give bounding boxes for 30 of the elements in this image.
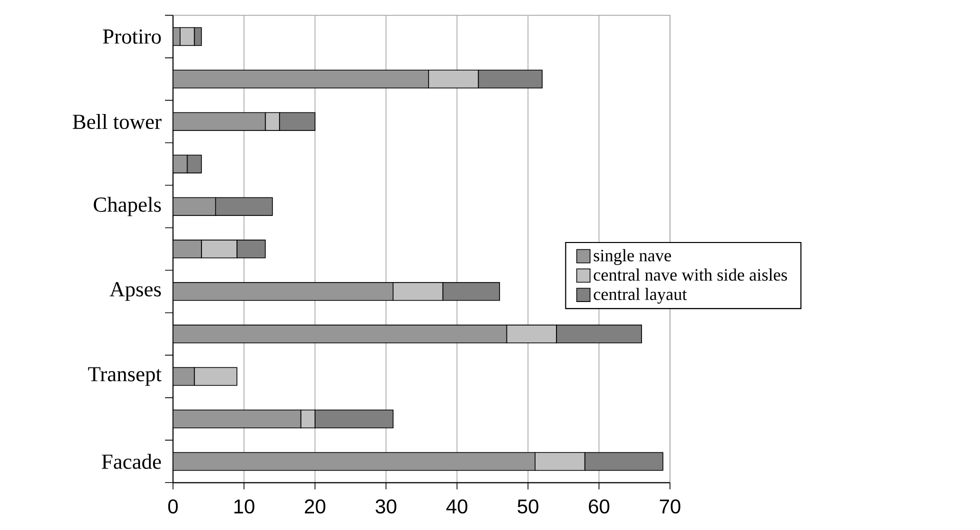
x-tick-label: 20: [304, 499, 326, 514]
x-tick-label: 40: [446, 499, 468, 514]
bar: [194, 367, 238, 386]
bar: [173, 324, 508, 344]
y-tick-label: Chapels: [94, 196, 161, 216]
bar: [173, 410, 302, 428]
y-tick-label: Facade: [102, 454, 161, 469]
bar: [173, 367, 195, 386]
y-tick-label: Bell tower: [72, 114, 162, 130]
bar: [173, 452, 536, 471]
x-tick-label: 60: [588, 499, 610, 514]
y-tick-label: Protiro: [102, 29, 161, 44]
bar: [173, 197, 216, 216]
bar: [173, 70, 429, 88]
y-tick-label: Transept: [88, 367, 162, 386]
bar: [173, 282, 394, 301]
bar: [215, 197, 273, 216]
x-tick-label: 30: [376, 499, 396, 514]
bar: [173, 240, 202, 258]
legend-label: single nave: [594, 249, 671, 265]
x-tick-label: 70: [660, 499, 680, 514]
x-tick-label: 50: [518, 499, 538, 514]
x-tick-label: 10: [234, 499, 254, 514]
bar: [186, 154, 202, 174]
legend-label: central layaut: [594, 288, 687, 304]
bar: [173, 154, 188, 174]
bar: [173, 112, 266, 131]
y-tick-label: Apses: [110, 282, 161, 301]
legend-label: central nave with side aisles: [594, 268, 787, 281]
x-tick-label: 0: [168, 499, 178, 514]
